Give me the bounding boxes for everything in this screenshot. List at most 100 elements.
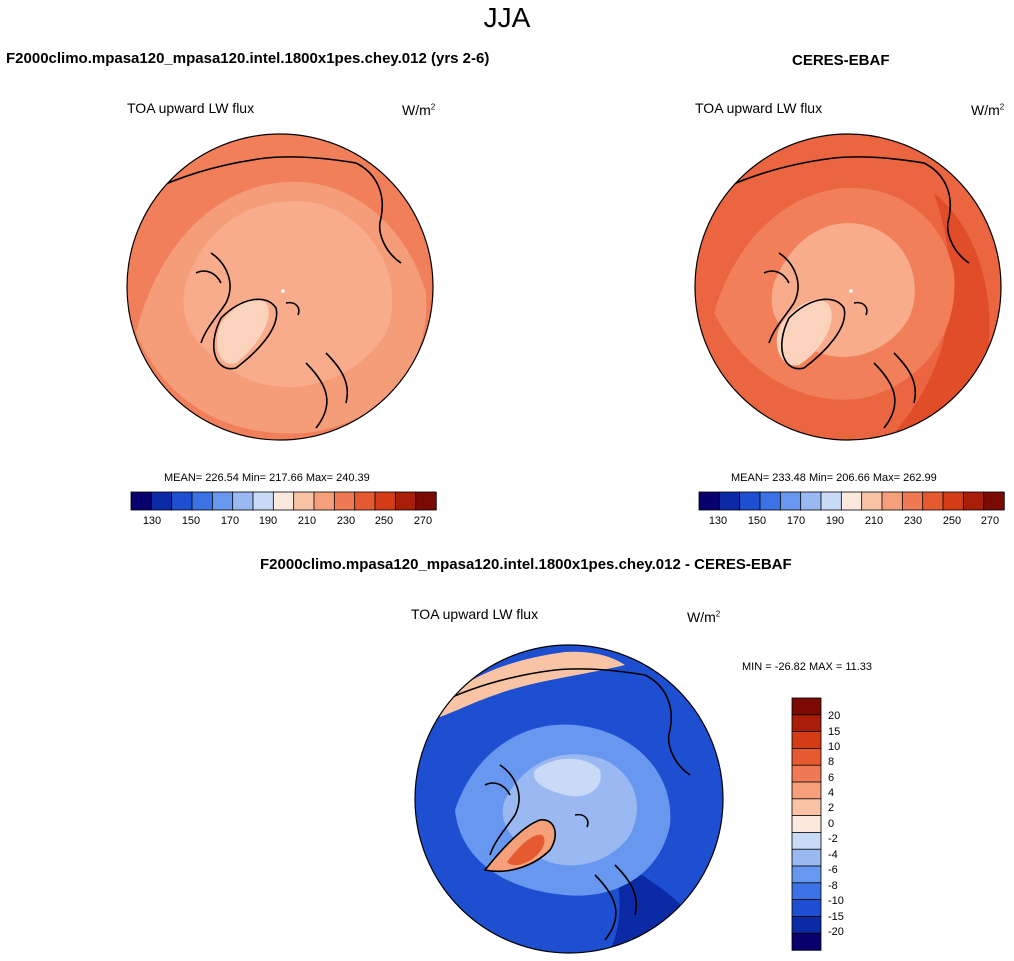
diff-map-border: [414, 644, 724, 954]
test-tick-170: 170: [220, 515, 240, 527]
diff-tick-20: 20: [828, 710, 841, 722]
test-stats: MEAN= 226.54 Min= 217.66 Max= 240.39: [164, 472, 370, 484]
ref-colorbar-swatch: [800, 491, 822, 511]
test-variable-label: TOA upward LW flux: [127, 100, 255, 116]
test-polar-map: [126, 133, 434, 441]
diff-colorbar-swatch: [791, 731, 822, 750]
diff-variable-label: TOA upward LW flux: [411, 606, 539, 622]
test-colorbar-swatch: [313, 491, 336, 511]
diff-greenland-warm: [485, 819, 556, 872]
test-colorbar: [130, 491, 437, 511]
diff-tick-neg4: -4: [828, 849, 838, 861]
diff-units-label: W/m2: [687, 609, 721, 625]
diff-greenland-hot: [507, 834, 545, 866]
diff-colorbar-swatch: [791, 899, 822, 918]
test-colorbar-swatch: [333, 491, 356, 511]
test-tick-250: 250: [374, 515, 394, 527]
ref-colorbar-swatch: [881, 491, 904, 511]
ref-tick-150: 150: [747, 515, 767, 527]
ref-tick-190: 190: [825, 515, 845, 527]
test-tick-130: 130: [142, 515, 162, 527]
diff-colorbar-swatch: [791, 798, 822, 817]
test-tick-190: 190: [258, 515, 278, 527]
diff-coastlines: [434, 668, 691, 941]
diff-field-near-zero: [534, 758, 601, 797]
diff-panel-title: F2000climo.mpasa120_mpasa120.intel.1800x…: [260, 556, 792, 573]
diff-stats: MIN = -26.82 MAX = 11.33: [742, 661, 873, 673]
ref-tick-230: 230: [903, 515, 923, 527]
figure-title: JJA: [483, 2, 531, 33]
ref-stats: MEAN= 233.48 Min= 206.66 Max= 262.99: [731, 472, 937, 484]
test-tick-150: 150: [181, 515, 201, 527]
diff-colorbar-swatch: [791, 815, 822, 834]
diff-colorbar-swatch: [791, 848, 822, 867]
test-colorbar-swatch: [394, 491, 417, 511]
test-tick-210: 210: [297, 515, 317, 527]
test-panel-title: F2000climo.mpasa120_mpasa120.intel.1800x…: [6, 50, 490, 67]
test-colorbar-swatch: [354, 491, 376, 511]
ref-colorbar-swatch: [759, 491, 782, 511]
diff-tick-6: 6: [828, 772, 835, 784]
ref-units-label: W/m2: [971, 102, 1005, 118]
ref-colorbar: [698, 491, 1005, 511]
diff-tick-neg15: -15: [828, 911, 844, 923]
ref-map-border: [694, 133, 1002, 441]
diff-colorbar-swatch: [791, 882, 822, 901]
test-colorbar-swatch: [191, 491, 214, 511]
test-units-label: W/m2: [402, 102, 436, 118]
diff-colorbar-swatch: [791, 781, 822, 800]
ref-colorbar-swatch: [942, 491, 965, 511]
ref-colorbar-swatch: [922, 491, 944, 511]
test-tick-230: 230: [336, 515, 356, 527]
test-colorbar-swatch: [130, 491, 153, 511]
ref-colorbar-swatch: [861, 491, 883, 511]
ref-colorbar-swatch: [840, 491, 863, 511]
ref-colorbar-swatch: [820, 491, 843, 511]
diff-tick-neg2: -2: [828, 833, 838, 845]
diff-tick-15: 15: [828, 726, 841, 738]
diff-colorbar-swatch: [791, 748, 822, 766]
ref-colorbar-swatch: [962, 491, 985, 511]
diff-tick-10: 10: [828, 741, 841, 753]
ref-tick-130: 130: [708, 515, 728, 527]
diff-tick-4: 4: [828, 787, 835, 799]
diff-tick-neg10: -10: [828, 895, 844, 907]
test-colorbar-swatch: [272, 491, 295, 511]
test-map-border: [126, 133, 434, 441]
diff-colorbar-swatch: [791, 915, 822, 934]
test-colorbar-swatch: [211, 491, 234, 511]
diff-tick-neg6: -6: [828, 864, 838, 876]
test-colorbar-swatch: [150, 491, 173, 511]
ref-tick-270: 270: [980, 515, 1000, 527]
ref-colorbar-swatch: [718, 491, 741, 511]
test-coastlines: [145, 156, 402, 429]
ref-north-pole-marker: [849, 289, 853, 293]
diff-tick-neg8: -8: [828, 880, 838, 892]
ref-colorbar-swatch: [983, 491, 1005, 511]
test-tick-270: 270: [413, 515, 433, 527]
ref-coastlines: [713, 156, 970, 429]
diff-colorbar-swatch: [791, 932, 822, 951]
diff-colorbar-swatch: [791, 831, 822, 850]
ref-field-dark: [894, 193, 990, 434]
ref-colorbar-swatch: [901, 491, 924, 511]
diff-tick-0: 0: [828, 818, 835, 830]
test-colorbar-swatch: [374, 491, 397, 511]
diff-polar-map: [414, 644, 724, 954]
ref-panel-title: CERES-EBAF: [792, 52, 890, 69]
diff-colorbar-swatch: [791, 764, 822, 783]
diff-colorbar-swatch: [791, 865, 822, 884]
ref-colorbar-swatch: [698, 491, 721, 511]
ref-polar-map: [694, 133, 1002, 441]
diff-colorbar: [791, 697, 822, 951]
test-colorbar-swatch: [232, 491, 254, 511]
test-colorbar-swatch: [415, 491, 437, 511]
diff-tick-2: 2: [828, 802, 835, 814]
ref-colorbar-swatch: [779, 491, 802, 511]
test-colorbar-swatch: [293, 491, 315, 511]
test-greenland-field: [216, 299, 269, 364]
diff-colorbar-swatch: [791, 697, 822, 716]
ref-colorbar-swatch: [739, 491, 761, 511]
test-colorbar-swatch: [171, 491, 193, 511]
diff-colorbar-swatch: [791, 714, 822, 733]
